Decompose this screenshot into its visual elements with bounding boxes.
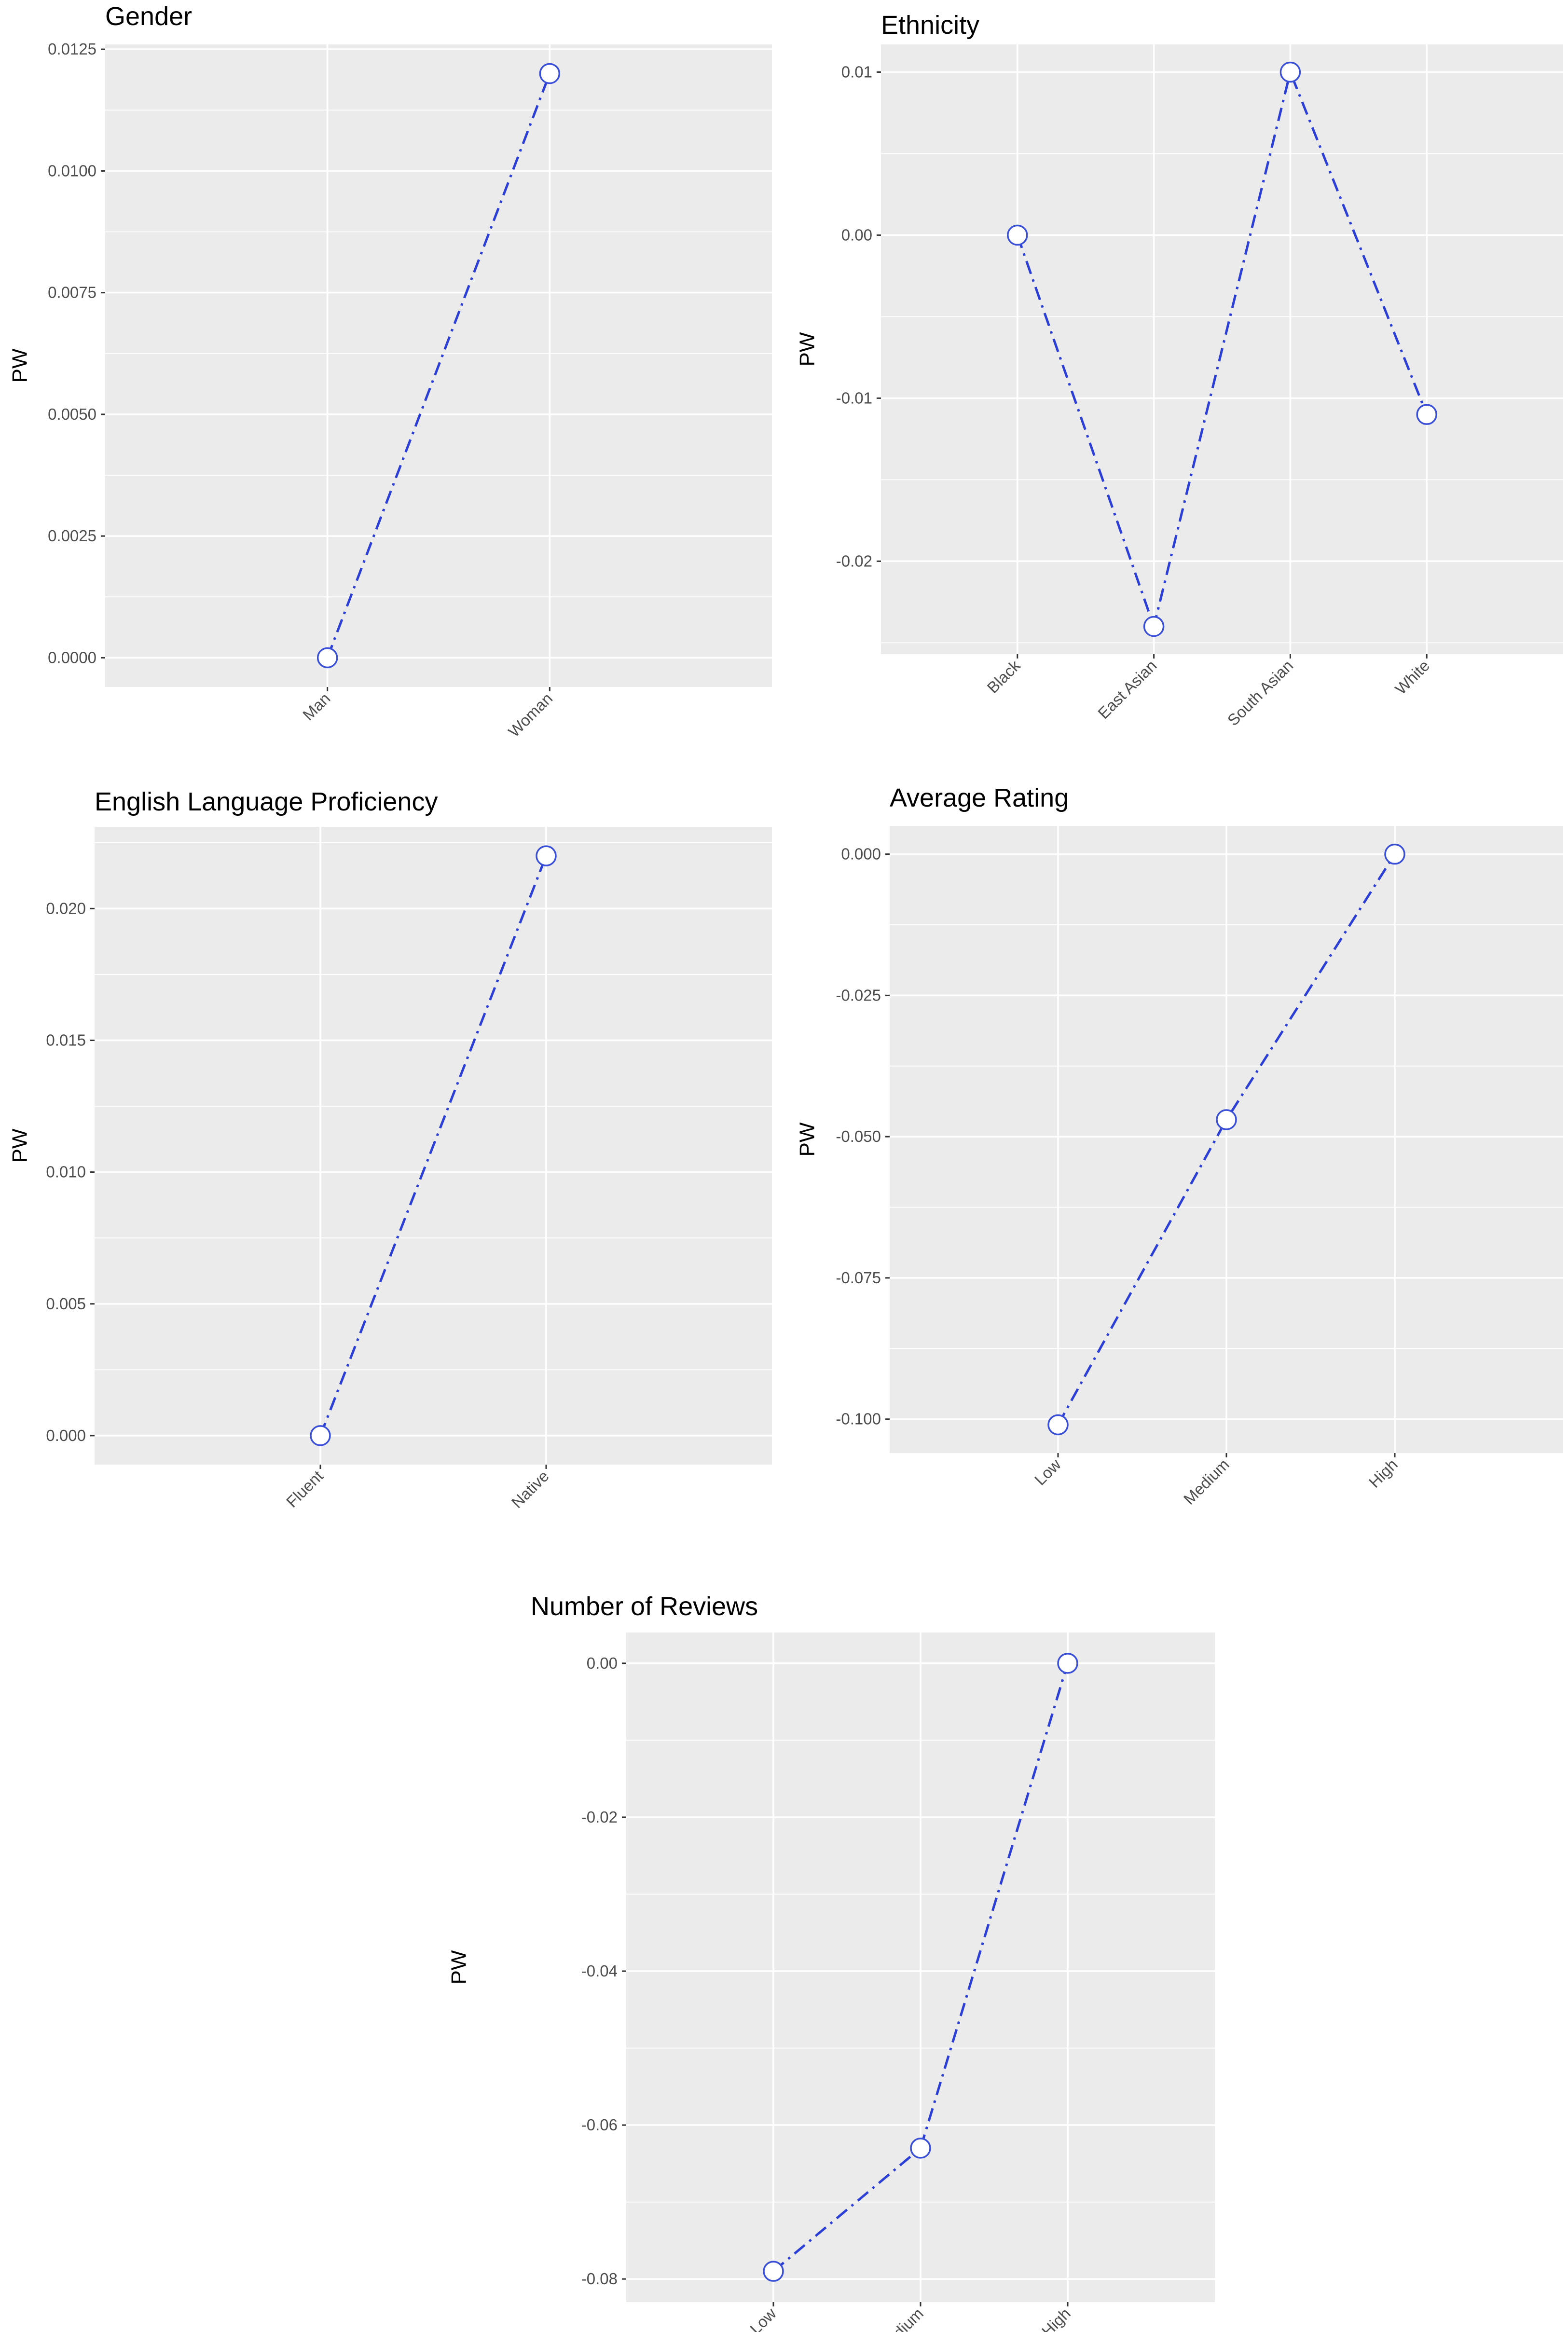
y-tick-label: 0.00 — [841, 226, 872, 244]
y-tick-label: 0.0100 — [48, 162, 96, 179]
chart-panel-5: -0.08 -0.06 -0.04 -0.02 0.00 Low Medium High Num… — [447, 1592, 1215, 2332]
x-tick-label: Low — [746, 2305, 780, 2332]
chart-title: Average Rating — [890, 783, 1069, 812]
y-tick-label: -0.100 — [836, 1410, 881, 1428]
x-tick-label: Medium — [1180, 1455, 1233, 1508]
y-axis-title: PW — [8, 1128, 31, 1163]
x-tick-label: High — [1038, 2305, 1074, 2332]
x-tick-label: Woman — [505, 689, 556, 741]
y-axis-title: PW — [447, 1950, 470, 1984]
y-tick-label: 0.0075 — [48, 284, 96, 302]
y-tick-label: -0.02 — [836, 552, 872, 570]
y-tick-label: 0.000 — [841, 845, 881, 863]
y-tick-label: -0.025 — [836, 986, 881, 1004]
x-tick-label: Black — [984, 656, 1024, 697]
x-tick-label: South Asian — [1224, 657, 1297, 729]
data-point — [539, 63, 561, 84]
y-tick-label: 0.015 — [46, 1031, 86, 1049]
x-tick-label: Low — [1031, 1455, 1064, 1489]
y-tick-label: -0.04 — [581, 1962, 618, 1980]
y-tick-label: 0.010 — [46, 1163, 86, 1181]
data-point — [910, 2138, 931, 2159]
x-tick-label: Medium — [874, 2305, 927, 2332]
y-tick-label: -0.01 — [836, 389, 872, 407]
y-axis-title: PW — [795, 332, 819, 366]
chart-panel-1: 0.0000 0.0025 0.0050 0.0075 0.0100 0.0125 Man W… — [8, 2, 772, 741]
series-line — [1057, 853, 1396, 1426]
y-tick-label: 0.005 — [46, 1295, 86, 1313]
data-point — [763, 2261, 784, 2282]
data-point — [1047, 1414, 1069, 1436]
x-tick-label: High — [1365, 1455, 1401, 1491]
x-tick-label: Man — [299, 689, 334, 724]
data-point — [1216, 1109, 1237, 1130]
y-tick-label: 0.0050 — [48, 405, 96, 423]
data-point — [310, 1425, 331, 1446]
chart-title: Gender — [105, 2, 192, 31]
y-tick-label: -0.02 — [581, 1808, 618, 1826]
data-point — [1007, 224, 1028, 246]
y-tick-label: -0.08 — [581, 2270, 618, 2288]
data-point — [536, 845, 557, 866]
data-point — [316, 647, 338, 669]
chart-panel-3: 0.000 0.005 0.010 0.015 0.020 Fluent Native Eng… — [8, 787, 772, 1511]
series-line — [772, 1663, 1069, 2273]
series-line — [319, 855, 548, 1436]
chart-title: Ethnicity — [881, 11, 979, 40]
x-tick-label: Fluent — [283, 1467, 327, 1511]
y-tick-label: -0.050 — [836, 1127, 881, 1145]
y-tick-label: 0.000 — [46, 1427, 86, 1444]
y-tick-label: 0.020 — [46, 899, 86, 917]
y-tick-label: 0.00 — [587, 1654, 618, 1672]
chart-panel-2: -0.02 -0.01 0.00 0.01 Black East Asian South A… — [795, 11, 1563, 729]
chart-panel-4: -0.100 -0.075 -0.050 -0.025 0.000 Low Medium Hi… — [795, 783, 1563, 1508]
y-tick-label: 0.0125 — [48, 40, 96, 58]
chart-title: English Language Proficiency — [95, 787, 438, 816]
y-tick-label: 0.0000 — [48, 648, 96, 666]
y-tick-label: -0.075 — [836, 1269, 881, 1287]
series-line — [326, 73, 551, 658]
series-line — [1016, 68, 1428, 631]
data-point — [1057, 1653, 1078, 1674]
chart-title: Number of Reviews — [531, 1592, 758, 1621]
data-point — [1143, 616, 1165, 637]
x-tick-label: White — [1391, 657, 1433, 698]
x-tick-label: East Asian — [1094, 657, 1160, 722]
data-point — [1384, 843, 1405, 865]
y-axis-title: PW — [795, 1122, 819, 1156]
y-tick-label: 0.01 — [841, 63, 872, 81]
data-point — [1416, 404, 1437, 425]
x-tick-label: Native — [508, 1467, 552, 1511]
y-axis-title: PW — [8, 348, 31, 383]
data-point — [1279, 61, 1301, 83]
y-tick-label: 0.0025 — [48, 527, 96, 545]
y-tick-label: -0.06 — [581, 2116, 618, 2134]
